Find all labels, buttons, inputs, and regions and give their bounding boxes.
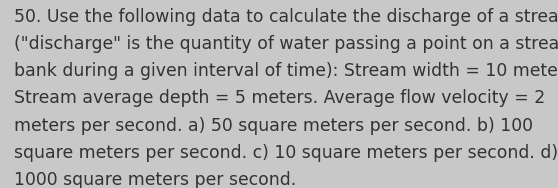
Text: 50. Use the following data to calculate the discharge of a stream: 50. Use the following data to calculate …	[14, 8, 558, 26]
Text: meters per second. a) 50 square meters per second. b) 100: meters per second. a) 50 square meters p…	[14, 117, 533, 135]
Text: bank during a given interval of time): Stream width = 10 meters.: bank during a given interval of time): S…	[14, 62, 558, 80]
Text: square meters per second. c) 10 square meters per second. d): square meters per second. c) 10 square m…	[14, 144, 558, 162]
Text: 1000 square meters per second.: 1000 square meters per second.	[14, 171, 296, 188]
Text: Stream average depth = 5 meters. Average flow velocity = 2: Stream average depth = 5 meters. Average…	[14, 89, 545, 107]
Text: ("discharge" is the quantity of water passing a point on a stream: ("discharge" is the quantity of water pa…	[14, 35, 558, 53]
